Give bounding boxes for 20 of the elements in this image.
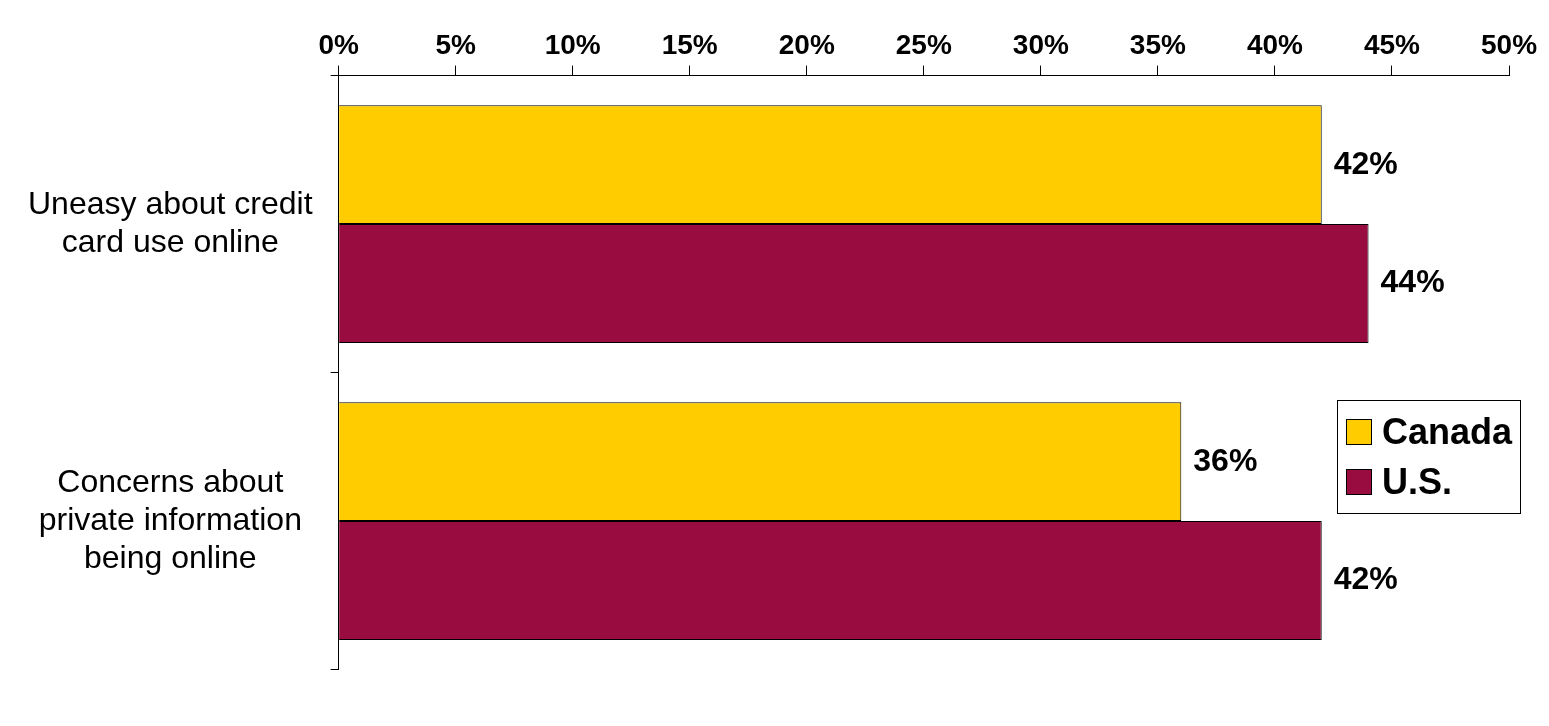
x-tick-label: 30% — [1012, 28, 1069, 60]
x-tick-label: 25% — [895, 28, 952, 60]
data-label: 44% — [1380, 263, 1445, 300]
x-tick-label: 50% — [1480, 28, 1538, 60]
x-tick-label: 40% — [1246, 28, 1304, 60]
x-tick-label: 45% — [1363, 28, 1421, 60]
data-label: 42% — [1333, 560, 1398, 597]
data-label: 42% — [1333, 144, 1398, 181]
data-label: 36% — [1193, 441, 1258, 478]
x-tick-label: 20% — [778, 28, 835, 60]
x-tick-label: 10% — [544, 28, 601, 60]
legend-label: Canada — [1380, 410, 1512, 454]
y-tick-label: Uneasy about credit card use online — [28, 184, 313, 260]
legend: Canada U.S. — [1336, 400, 1521, 514]
x-tick-label: 35% — [1129, 28, 1186, 60]
x-tick-label: 15% — [661, 28, 718, 60]
x-tick-label: 0% — [318, 28, 359, 60]
series-label: U.S. — [1380, 460, 1453, 504]
x-tick-label: 5% — [435, 28, 476, 60]
y-tick-label: Concerns about private information being online — [38, 462, 302, 576]
